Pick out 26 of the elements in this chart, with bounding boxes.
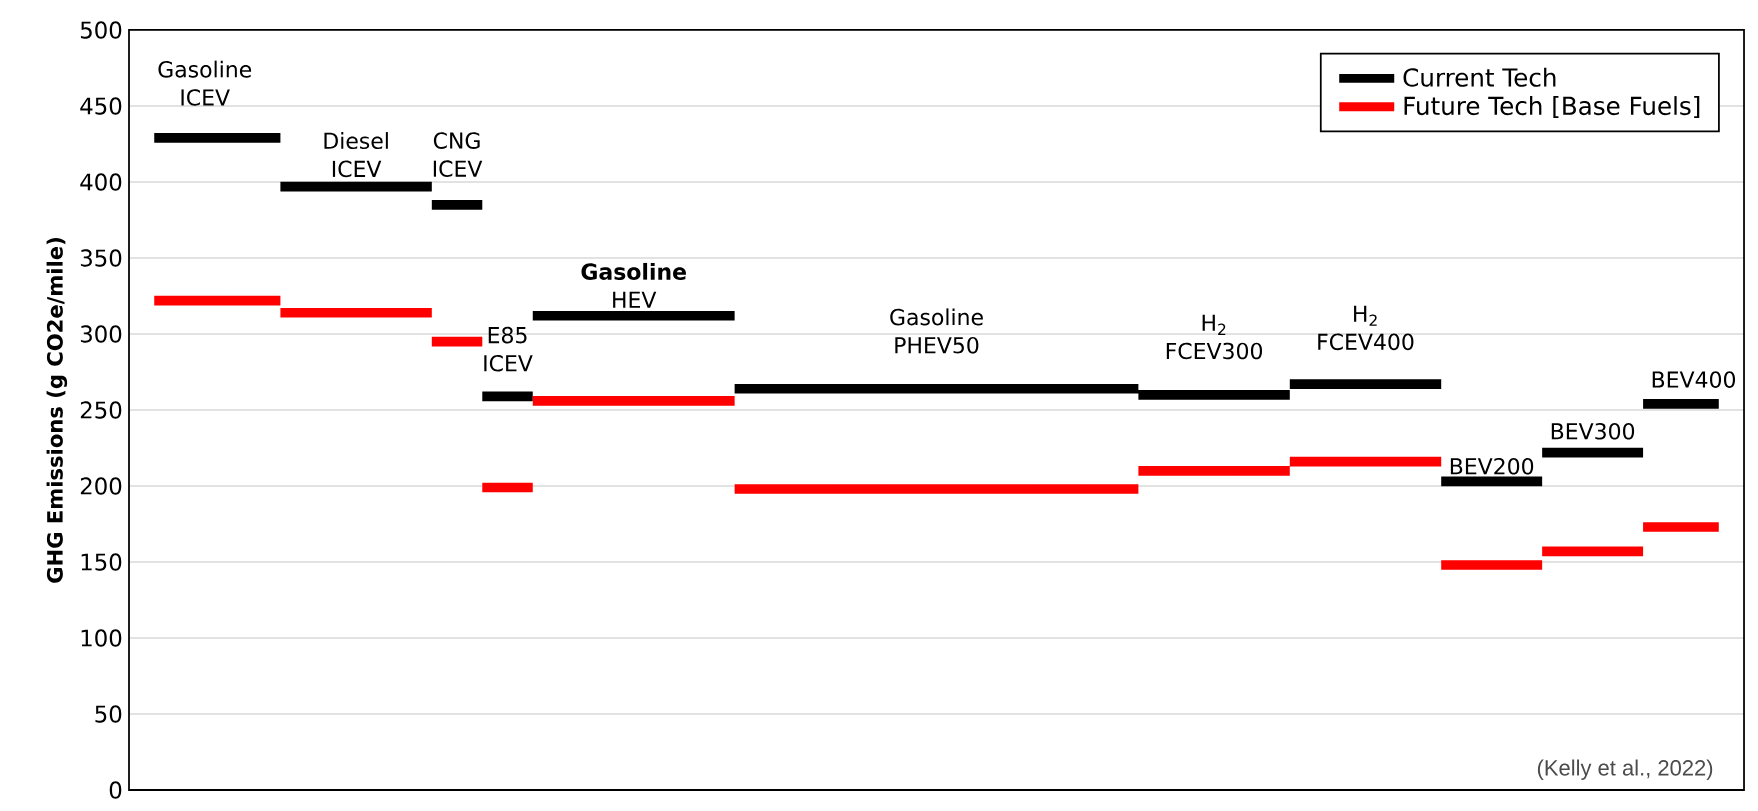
annotation: E85 ICEV: [484, 326, 533, 372]
y-tick-label: 250: [80, 401, 122, 419]
annotation: BEV400: [1652, 371, 1736, 388]
y-tick-label: 400: [80, 173, 122, 191]
y-tick-label: 150: [81, 553, 122, 571]
legend-label: Current Tech: [1403, 67, 1556, 87]
y-tick-label: 500: [80, 21, 122, 39]
y-tick-label: 200: [80, 477, 122, 495]
y-tick-label: 100: [81, 629, 122, 647]
y-tick-label: 450: [80, 97, 122, 115]
annotation: Gasoline ICEV: [158, 60, 252, 106]
annotation: BEV300: [1551, 422, 1635, 440]
annotation: Gasoline HEV: [581, 262, 686, 308]
annotation: Diesel ICEV: [324, 132, 388, 178]
annotation: H$_{2}$ FCEV300: [1166, 314, 1263, 360]
annotation: CNG ICEV: [433, 132, 483, 177]
legend-label: Future Tech [Base Fuels]: [1404, 96, 1700, 119]
annotation: BEV200: [1450, 457, 1534, 475]
annotation: Gasoline PHEV50: [890, 308, 983, 354]
y-tick-label: 350: [80, 249, 122, 267]
annotation: (Kelly et al., 2022): [1537, 759, 1713, 780]
y-axis-title: GHG Emissions (g CO2e/mile): [46, 238, 68, 583]
y-tick-label: 0: [109, 781, 122, 799]
y-tick-label: 50: [95, 705, 122, 723]
y-tick-label: 300: [80, 325, 122, 343]
annotation: H$_{2}$ FCEV400: [1318, 305, 1414, 351]
